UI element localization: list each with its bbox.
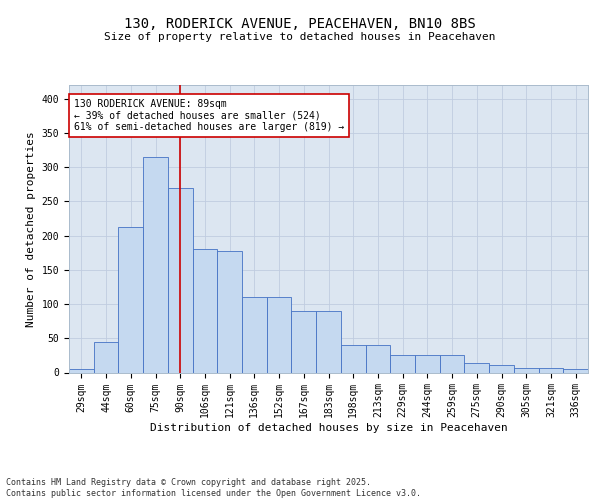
Text: Size of property relative to detached houses in Peacehaven: Size of property relative to detached ho… [104,32,496,42]
Text: Contains HM Land Registry data © Crown copyright and database right 2025.
Contai: Contains HM Land Registry data © Crown c… [6,478,421,498]
Text: 130 RODERICK AVENUE: 89sqm
← 39% of detached houses are smaller (524)
61% of sem: 130 RODERICK AVENUE: 89sqm ← 39% of deta… [74,98,344,132]
Bar [563,369,588,372]
Bar [365,345,390,372]
Bar [193,250,217,372]
Bar [415,356,440,372]
Bar [341,345,365,372]
Bar [69,369,94,372]
Bar [168,188,193,372]
Bar [514,368,539,372]
Bar [242,297,267,372]
Bar [489,365,514,372]
X-axis label: Distribution of detached houses by size in Peacehaven: Distribution of detached houses by size … [149,423,508,433]
Bar [94,342,118,372]
Bar [316,311,341,372]
Text: 130, RODERICK AVENUE, PEACEHAVEN, BN10 8BS: 130, RODERICK AVENUE, PEACEHAVEN, BN10 8… [124,18,476,32]
Bar [464,363,489,372]
Bar [143,157,168,372]
Bar [217,250,242,372]
Bar [292,311,316,372]
Bar [390,356,415,372]
Bar [440,356,464,372]
Bar [118,228,143,372]
Y-axis label: Number of detached properties: Number of detached properties [26,131,36,326]
Bar [539,368,563,372]
Bar [267,297,292,372]
